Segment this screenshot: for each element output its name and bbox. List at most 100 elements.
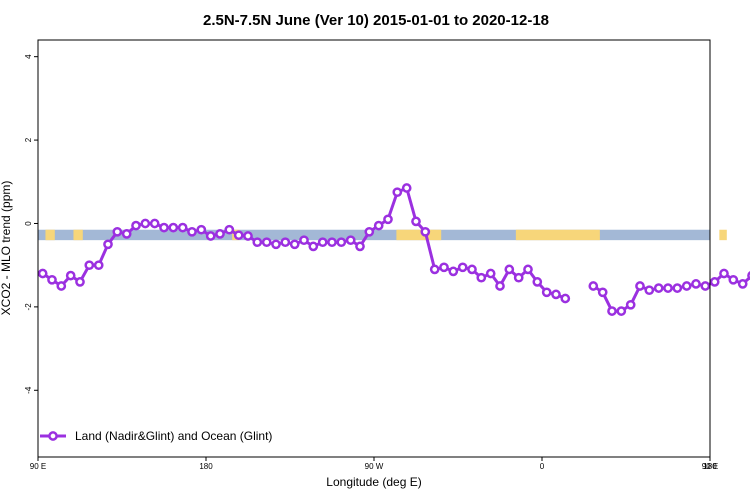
data-point bbox=[691, 279, 701, 289]
data-point bbox=[644, 285, 655, 296]
data-point bbox=[383, 214, 393, 225]
data-point bbox=[47, 274, 57, 285]
data-point bbox=[420, 226, 431, 237]
land-patch bbox=[719, 229, 727, 241]
data-point bbox=[719, 268, 729, 279]
x-tick-label: 180 bbox=[703, 462, 717, 471]
data-point bbox=[504, 264, 515, 275]
data-point bbox=[616, 306, 627, 316]
y-axis: -4 -2 0 2 4 bbox=[24, 54, 38, 394]
data-point bbox=[513, 272, 524, 283]
data-point bbox=[625, 299, 636, 310]
data-point bbox=[289, 239, 300, 250]
data-point bbox=[187, 226, 197, 237]
data-point bbox=[532, 277, 543, 287]
x-tick-label: 0 bbox=[540, 462, 545, 471]
data-point bbox=[140, 218, 151, 229]
data-point bbox=[373, 220, 384, 231]
ocean-band bbox=[38, 229, 710, 241]
data-point bbox=[607, 306, 617, 316]
data-point bbox=[448, 266, 459, 277]
y-tick-label: 2 bbox=[24, 137, 33, 142]
data-point bbox=[233, 230, 244, 241]
data-point bbox=[37, 268, 48, 279]
land-patch bbox=[396, 229, 442, 241]
data-point bbox=[364, 226, 375, 237]
data-point bbox=[457, 262, 468, 273]
data-point bbox=[588, 281, 599, 291]
data-point bbox=[336, 237, 347, 248]
data-point bbox=[681, 281, 692, 291]
legend-marker bbox=[48, 431, 58, 441]
legend: Land (Nadir&Glint) and Ocean (Glint) bbox=[40, 429, 272, 443]
data-point bbox=[560, 293, 571, 304]
data-point bbox=[280, 237, 291, 248]
data-point bbox=[467, 264, 477, 275]
data-point bbox=[299, 235, 309, 246]
data-point bbox=[700, 281, 711, 291]
data-point bbox=[345, 235, 356, 246]
data-point bbox=[728, 274, 739, 285]
data-point bbox=[439, 262, 449, 273]
plot-frame bbox=[37, 39, 711, 458]
data-point bbox=[205, 231, 216, 241]
data-point bbox=[56, 281, 67, 291]
x-tick-label: 90 E bbox=[702, 462, 718, 471]
chart-title: 2.5N-7.5N June (Ver 10) 2015-01-01 to 20… bbox=[203, 12, 549, 29]
data-point bbox=[401, 183, 412, 193]
surface-band bbox=[38, 229, 727, 241]
data-point bbox=[597, 287, 608, 298]
data-point bbox=[672, 283, 683, 293]
plot-area bbox=[37, 183, 750, 316]
data-point bbox=[709, 277, 720, 287]
data-point bbox=[131, 220, 141, 231]
data-point bbox=[215, 229, 225, 239]
data-point bbox=[93, 260, 104, 271]
land-patch bbox=[515, 229, 600, 241]
data-point bbox=[653, 283, 664, 293]
data-point bbox=[355, 241, 365, 252]
data-point bbox=[261, 237, 272, 248]
data-point bbox=[541, 287, 552, 298]
data-point bbox=[429, 264, 440, 275]
data-point bbox=[149, 218, 160, 229]
x-tick-label: 180 bbox=[199, 462, 213, 471]
y-tick-label: -2 bbox=[24, 303, 33, 311]
data-point bbox=[327, 237, 337, 248]
data-point bbox=[168, 222, 179, 233]
x-tick-label: 90 E bbox=[30, 462, 46, 471]
x-axis-label: Longitude (deg E) bbox=[326, 475, 421, 489]
data-point bbox=[65, 270, 76, 281]
x-tick-label: 90 W bbox=[365, 462, 384, 471]
y-tick-label: 4 bbox=[24, 54, 33, 59]
data-point bbox=[224, 224, 235, 235]
data-point bbox=[411, 216, 421, 227]
data-point bbox=[317, 237, 328, 248]
data-point bbox=[177, 222, 188, 233]
data-point bbox=[196, 224, 207, 235]
data-point bbox=[84, 260, 95, 271]
data-point bbox=[308, 241, 319, 252]
data-point bbox=[476, 272, 487, 283]
data-point bbox=[252, 237, 263, 248]
legend-label: Land (Nadir&Glint) and Ocean (Glint) bbox=[75, 429, 272, 443]
land-patch bbox=[73, 229, 83, 241]
data-point bbox=[551, 289, 561, 300]
data-point bbox=[495, 281, 505, 291]
data-point bbox=[737, 279, 748, 289]
data-point bbox=[121, 229, 132, 239]
data-point bbox=[159, 222, 169, 233]
data-point bbox=[635, 281, 645, 291]
data-point bbox=[75, 277, 85, 287]
data-point bbox=[485, 268, 496, 279]
y-tick-label: -4 bbox=[24, 386, 33, 394]
data-point bbox=[523, 264, 533, 275]
data-point bbox=[663, 283, 673, 293]
y-axis-label: XCO2 - MLO trend (ppm) bbox=[0, 181, 13, 316]
data-point bbox=[392, 187, 403, 198]
data-point bbox=[271, 239, 281, 250]
data-point bbox=[243, 231, 253, 241]
land-patch bbox=[45, 229, 55, 241]
